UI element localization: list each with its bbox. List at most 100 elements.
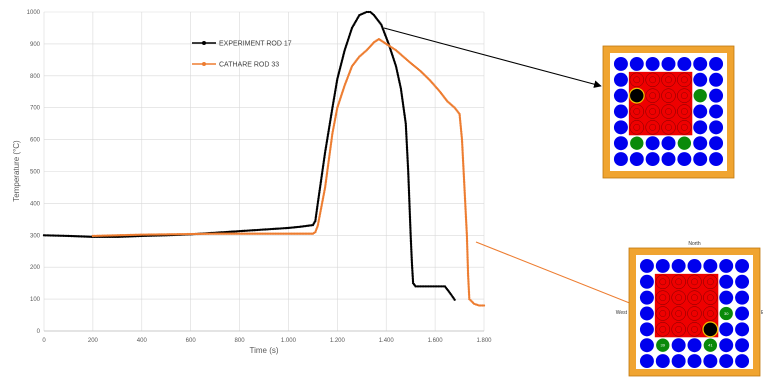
heated-rod	[629, 72, 645, 88]
heated-rod-core	[649, 124, 656, 131]
data-point	[46, 234, 49, 237]
data-point	[274, 227, 277, 230]
unheated-rod	[629, 152, 644, 167]
data-point	[85, 235, 88, 238]
data-point	[482, 304, 486, 307]
heated-rod-core	[691, 310, 698, 317]
data-point	[267, 228, 271, 231]
legend-label: EXPERIMENT ROD 17	[219, 41, 292, 48]
data-point	[67, 234, 70, 238]
heated-rod	[703, 274, 718, 290]
legend-item: EXPERIMENT ROD 17	[192, 41, 292, 48]
heated-rod	[655, 274, 671, 290]
data-point	[145, 233, 148, 236]
y-tick-label: 800	[30, 74, 41, 80]
data-point	[95, 234, 98, 238]
data-point	[243, 229, 246, 232]
data-point	[54, 234, 57, 237]
data-point	[253, 229, 256, 232]
guide-tube	[703, 337, 718, 353]
unheated-rod	[703, 354, 718, 369]
data-point	[282, 232, 285, 235]
legend: EXPERIMENT ROD 17 CATHARE ROD 33	[192, 41, 292, 69]
legend-marker	[202, 62, 206, 66]
heated-rod	[671, 290, 686, 305]
data-point	[98, 234, 101, 237]
data-point	[51, 234, 54, 237]
heated-rod	[677, 120, 692, 135]
heated-rod	[687, 322, 702, 337]
heated-rod-core	[633, 108, 641, 115]
heated-rod	[629, 104, 645, 119]
instrumented-rod	[628, 87, 645, 104]
heated-rod	[671, 274, 686, 290]
heated-rod	[703, 306, 718, 321]
data-point	[466, 262, 469, 266]
data-point	[251, 232, 254, 235]
data-point	[147, 233, 150, 236]
temperature-chart: 0 100 200 300 400 500 600 700 800 900 1000 0 200 400…	[12, 10, 492, 355]
data-point	[204, 232, 207, 235]
data-point	[59, 234, 62, 237]
data-point	[251, 229, 254, 232]
series-cathare	[91, 37, 486, 307]
heated-rod	[645, 72, 660, 88]
data-point	[116, 234, 119, 237]
data-point	[217, 232, 220, 235]
data-point	[178, 233, 181, 236]
data-point	[466, 256, 469, 259]
data-point	[236, 232, 240, 235]
x-tick-label: 600	[186, 338, 197, 344]
unheated-rod	[719, 290, 734, 305]
data-point	[73, 235, 77, 238]
data-point	[416, 285, 419, 288]
heated-rod	[655, 322, 671, 337]
data-point	[465, 240, 469, 243]
data-point	[253, 232, 256, 235]
unheated-rod	[677, 56, 692, 71]
y-tick-label: 700	[30, 106, 41, 112]
data-point	[481, 304, 484, 307]
data-point	[266, 228, 269, 231]
data-point	[225, 232, 228, 235]
data-point	[202, 232, 205, 236]
heated-rod	[677, 88, 692, 103]
series-experiment	[42, 10, 456, 301]
unheated-rod	[645, 136, 660, 151]
unheated-rod	[735, 290, 750, 305]
y-axis-label: Temperature (°C)	[12, 140, 21, 202]
legend-marker	[202, 41, 206, 45]
west-label: West	[616, 310, 628, 316]
data-point	[365, 10, 368, 14]
y-tick-label: 600	[30, 138, 41, 144]
unheated-rod	[693, 72, 708, 87]
unheated-rod	[709, 88, 724, 103]
data-point	[466, 243, 469, 247]
unheated-rod	[735, 338, 750, 353]
data-point	[430, 285, 433, 288]
data-point	[189, 232, 192, 236]
guide-tube	[629, 135, 645, 151]
data-point	[129, 233, 132, 237]
guide-tube	[718, 306, 734, 321]
data-point	[233, 230, 236, 233]
heated-rod-core	[675, 278, 682, 286]
data-point	[261, 228, 264, 231]
data-point	[106, 234, 109, 237]
unheated-rod	[671, 354, 686, 369]
data-point	[417, 285, 420, 288]
guide-tube	[692, 88, 708, 103]
data-point	[259, 232, 262, 235]
data-point	[285, 226, 288, 230]
heated-rod	[655, 306, 671, 321]
heated-rod	[687, 306, 702, 321]
data-point	[88, 235, 91, 238]
data-point	[109, 234, 112, 237]
heated-rod	[661, 104, 676, 119]
data-point	[419, 285, 422, 288]
x-tick-label: 1.000	[281, 338, 297, 344]
data-point	[121, 234, 124, 237]
data-point	[465, 234, 469, 237]
unheated-rod	[639, 290, 654, 305]
data-point	[279, 227, 282, 230]
